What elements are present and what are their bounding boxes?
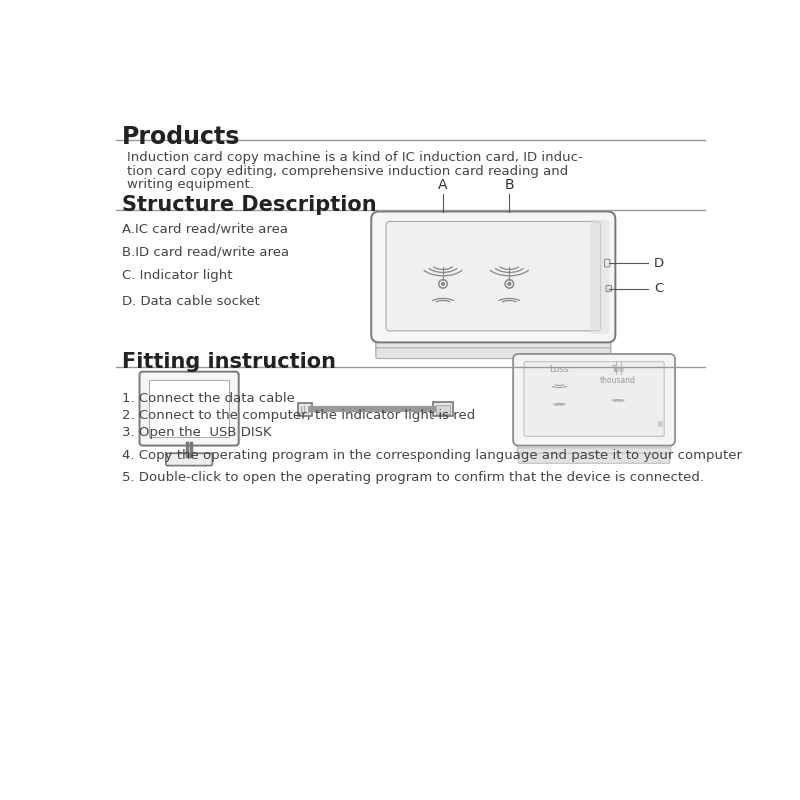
FancyBboxPatch shape	[435, 405, 450, 414]
Circle shape	[658, 422, 662, 426]
FancyBboxPatch shape	[434, 402, 454, 416]
Text: Fitting instruction: Fitting instruction	[122, 352, 336, 372]
Text: B: B	[505, 178, 514, 192]
Text: Structure Description: Structure Description	[122, 194, 376, 214]
Text: D. Data cable socket: D. Data cable socket	[122, 294, 259, 308]
FancyBboxPatch shape	[590, 220, 609, 334]
Text: 1. Connect the data cable: 1. Connect the data cable	[122, 393, 294, 406]
Text: tion card copy editing, comprehensive induction card reading and: tion card copy editing, comprehensive in…	[127, 165, 568, 178]
FancyBboxPatch shape	[149, 380, 230, 437]
Text: writing equipment.: writing equipment.	[127, 178, 254, 190]
FancyBboxPatch shape	[371, 211, 615, 342]
FancyBboxPatch shape	[517, 437, 671, 447]
FancyBboxPatch shape	[376, 342, 610, 353]
Text: Ten
thousand: Ten thousand	[600, 365, 636, 385]
FancyBboxPatch shape	[518, 454, 670, 463]
Text: D: D	[654, 257, 664, 270]
FancyBboxPatch shape	[524, 362, 664, 436]
Text: Induction card copy machine is a kind of IC induction card, ID induc-: Induction card copy machine is a kind of…	[127, 151, 583, 165]
FancyBboxPatch shape	[386, 222, 601, 331]
Text: A.IC card read/write area: A.IC card read/write area	[122, 222, 288, 235]
FancyBboxPatch shape	[139, 372, 238, 446]
Text: 2. Connect to the computer, the indicator light is red: 2. Connect to the computer, the indicato…	[122, 410, 475, 422]
FancyBboxPatch shape	[376, 332, 610, 342]
FancyBboxPatch shape	[298, 403, 311, 415]
Text: 4. Copy the operating program in the corresponding language and paste it to your: 4. Copy the operating program in the cor…	[122, 450, 742, 462]
Text: 3. Open the  USB DISK: 3. Open the USB DISK	[122, 426, 271, 439]
Text: B.ID card read/write area: B.ID card read/write area	[122, 246, 289, 258]
FancyBboxPatch shape	[376, 348, 610, 358]
FancyBboxPatch shape	[518, 448, 670, 458]
FancyBboxPatch shape	[605, 259, 610, 267]
FancyBboxPatch shape	[606, 286, 611, 291]
Circle shape	[442, 282, 445, 286]
Text: Products: Products	[122, 126, 240, 150]
Text: C. Indicator light: C. Indicator light	[122, 270, 232, 282]
FancyBboxPatch shape	[376, 337, 610, 348]
Text: Loss: Loss	[550, 365, 569, 374]
FancyBboxPatch shape	[518, 442, 670, 453]
Circle shape	[508, 282, 510, 286]
Text: 5. Double-click to open the operating program to confirm that the device is conn: 5. Double-click to open the operating pr…	[122, 471, 704, 484]
Text: C: C	[654, 282, 663, 295]
Text: A: A	[438, 178, 448, 192]
FancyBboxPatch shape	[166, 454, 212, 466]
FancyBboxPatch shape	[513, 354, 675, 446]
